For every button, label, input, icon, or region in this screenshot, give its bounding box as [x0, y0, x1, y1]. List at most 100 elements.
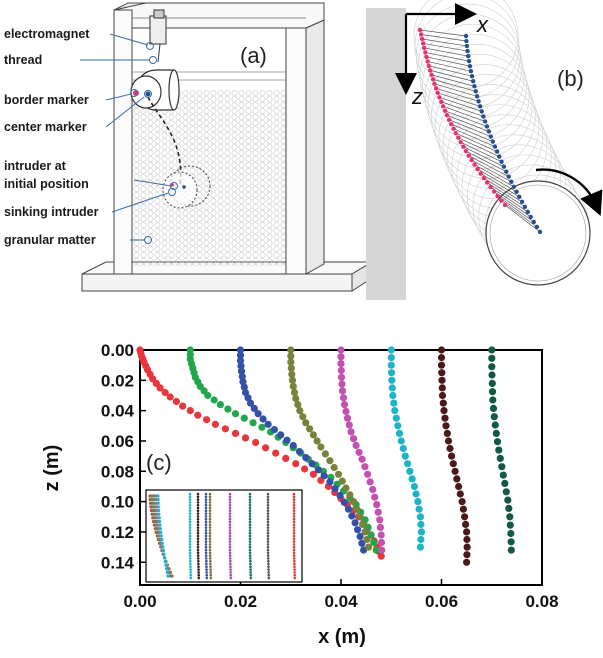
marker-link: [425, 52, 470, 62]
inset-point: [188, 503, 192, 507]
inset-point: [188, 529, 192, 532]
center-marker-point: [467, 63, 473, 69]
center-marker-point: [534, 224, 540, 230]
inset-point: [228, 529, 232, 532]
inset-point: [248, 531, 252, 535]
data-point: [356, 532, 364, 541]
data-point: [437, 361, 446, 369]
inset-point: [188, 523, 192, 527]
sinking-intruder: [162, 165, 211, 209]
inset-point: [248, 537, 252, 541]
data-point: [389, 391, 397, 400]
inset-point: [292, 492, 296, 496]
data-point: [237, 367, 246, 375]
inset-point: [189, 571, 192, 574]
ghost-circle: [422, 33, 527, 139]
data-point: [359, 520, 367, 529]
data-point: [337, 373, 346, 381]
data-point: [259, 415, 267, 423]
frame-top-beam: [113, 2, 325, 29]
y-tick-label: 0.00: [101, 341, 134, 360]
inset-point: [266, 495, 270, 499]
inset-point: [208, 545, 212, 549]
data-point: [343, 414, 352, 422]
data-point: [372, 546, 380, 554]
data-point: [463, 551, 471, 559]
inset-point: [228, 537, 232, 541]
marker-link: [444, 110, 488, 127]
data-point: [451, 467, 459, 475]
inset-point: [188, 534, 192, 538]
border-marker-point: [453, 131, 459, 136]
panel-c: 0.00 0.02 0.04 0.06 0.08 0.000.020.040.060.0…: [41, 341, 559, 648]
inset-point: [228, 501, 232, 504]
data-point: [373, 501, 381, 509]
border-marker-point: [426, 63, 432, 69]
y-tick-label: 0.12: [101, 523, 134, 542]
inset-point: [292, 543, 296, 546]
inset-point: [189, 573, 193, 577]
granular-bed: [130, 90, 306, 266]
inset-point: [158, 527, 162, 531]
inset-point: [157, 508, 161, 513]
data-point: [166, 393, 174, 401]
border-marker-point: [472, 162, 477, 167]
inset-point: [188, 540, 192, 543]
data-point: [387, 346, 395, 354]
data-point: [354, 526, 362, 534]
inset-point: [208, 506, 212, 510]
center-marker-point: [474, 94, 480, 99]
inset-point: [292, 523, 296, 527]
inset-point: [188, 509, 192, 513]
marker-link: [448, 119, 491, 137]
inset-point: [164, 563, 168, 567]
data-point: [331, 485, 339, 493]
inset-point: [188, 554, 192, 557]
inset-point: [292, 517, 296, 521]
center-marker-point: [494, 149, 500, 154]
inset-point: [292, 506, 296, 510]
inset-point: [248, 543, 252, 546]
inset-point: [162, 552, 166, 556]
data-point: [441, 414, 449, 422]
inset-point: [188, 548, 192, 552]
panel-b: x z (b): [366, 0, 603, 300]
data-point: [488, 363, 496, 371]
data-point: [283, 436, 291, 444]
inset-point: [249, 568, 252, 571]
inset-point: [204, 534, 208, 538]
inset-point: [204, 529, 208, 532]
inset-point: [292, 520, 296, 524]
inset-point: [197, 576, 201, 580]
y-tick-label: 0.02: [101, 371, 134, 390]
inset-point: [266, 557, 270, 560]
data-point: [287, 358, 295, 366]
inset-point: [266, 501, 270, 504]
inset-point: [248, 517, 252, 521]
data-point: [507, 529, 515, 538]
data-point: [506, 513, 514, 521]
data-point: [399, 444, 407, 453]
inset-point: [228, 517, 232, 521]
data-point: [458, 498, 466, 506]
border-marker-point: [488, 184, 493, 190]
inset-point: [158, 523, 162, 527]
inset-point: [249, 573, 253, 577]
marker-link: [431, 74, 475, 87]
inset-point: [266, 554, 270, 557]
label-sinking-intruder: sinking intruder: [4, 205, 99, 219]
data-point: [488, 379, 496, 387]
inset-point: [204, 506, 208, 510]
inset-point: [204, 498, 208, 501]
center-marker-point: [537, 229, 543, 235]
inset-point: [266, 515, 270, 518]
data-point: [438, 376, 446, 384]
inset-point: [204, 523, 208, 527]
inset-point: [228, 512, 232, 515]
data-point: [337, 360, 345, 368]
marker-link: [453, 128, 496, 147]
inset-point: [248, 557, 252, 560]
data-point: [387, 369, 396, 377]
inset-point: [189, 576, 193, 580]
